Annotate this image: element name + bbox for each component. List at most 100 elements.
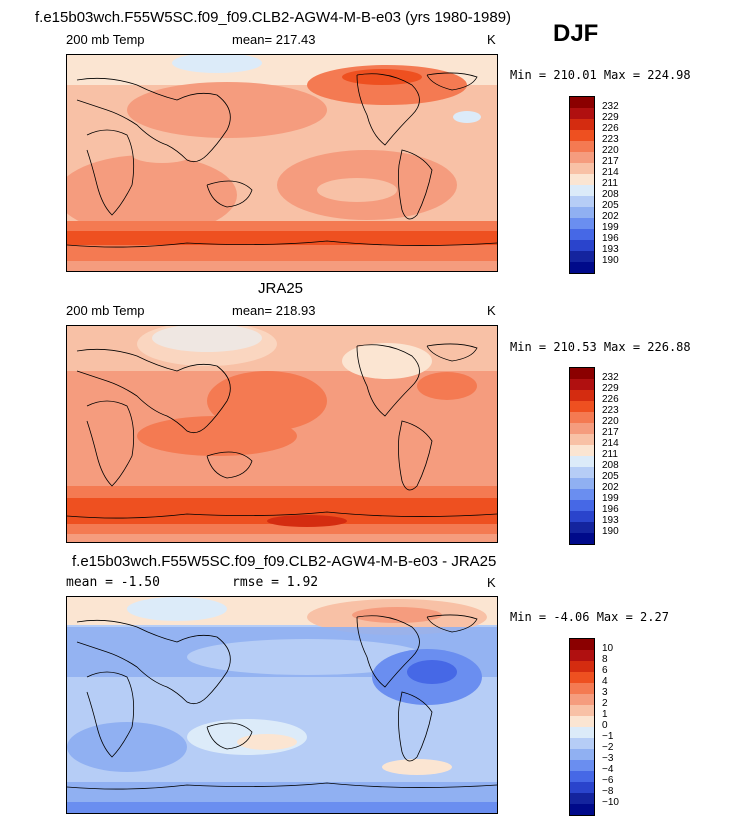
panel-1-colorbar-label: 232 (602, 101, 619, 112)
panel-2-colorbar-swatch (570, 511, 594, 522)
panel-3-rmse-label: rmse = 1.92 (232, 575, 319, 590)
panel-2-colorbar-swatch (570, 401, 594, 412)
panel-1-colorbar-swatch (570, 174, 594, 185)
panel-3-colorbar-swatch (570, 782, 594, 793)
panel-1-colorbar-swatch (570, 119, 594, 130)
panel-3-colorbar-label: −1 (602, 731, 614, 742)
panel-3-colorbar-label: 0 (602, 720, 608, 731)
panel-3-colorbar-label: −6 (602, 775, 614, 786)
panel-3-colorbar-swatch (570, 683, 594, 694)
panel-2-colorbar-label: 232 (602, 372, 619, 383)
panel-2-colorbar-label: 217 (602, 427, 619, 438)
panel-1-colorbar-swatch (570, 108, 594, 119)
panel-2-colorbar-label: 205 (602, 471, 619, 482)
panel-3-colorbar-label: 6 (602, 665, 608, 676)
panel-3-colorbar-label: −4 (602, 764, 614, 775)
season-label: DJF (553, 20, 599, 47)
panel-2-colorbar-label: 202 (602, 482, 619, 493)
panel-3-colorbar-swatch (570, 749, 594, 760)
panel-3-colorbar-label: 10 (602, 643, 614, 654)
panel-2-colorbar-swatch (570, 434, 594, 445)
panel-1-colorbar-swatch (570, 152, 594, 163)
panel-2-colorbar-label: 196 (602, 504, 619, 515)
panel-3-colorbar-label: 1 (602, 709, 608, 720)
panel-2-colorbar-label: 190 (602, 526, 619, 537)
panel-3-field-warm-spot (237, 734, 297, 750)
panel-3-colorbar-swatch (570, 672, 594, 683)
panel-1-colorbar-swatch (570, 229, 594, 240)
panel-2-field-arctic (67, 326, 497, 371)
panel-3-colorbar-swatch (570, 804, 594, 815)
panel-1-colorbar-label: 217 (602, 156, 619, 167)
panel-2-colorbar-swatch (570, 533, 594, 544)
panel-1-colorbar-swatch (570, 251, 594, 262)
panel-3-colorbar-label: 4 (602, 676, 608, 687)
panel-3-colorbar-swatch (570, 760, 594, 771)
panel-3-colorbar-label: 3 (602, 687, 608, 698)
panel-2-coastlines (67, 343, 497, 519)
panel-2-colorbar-swatch (570, 412, 594, 423)
panel-2-colorbar-swatch (570, 522, 594, 533)
panel-1-coastlines (67, 72, 497, 248)
panel-1-title: f.e15b03wch.F55W5SC.f09_f09.CLB2-AGW4-M-… (35, 9, 512, 26)
panel-3-colorbar-swatch (570, 694, 594, 705)
panel-3-colorbar-label: −3 (602, 753, 614, 764)
panel-1-colorbar-swatch (570, 240, 594, 251)
panel-1-colorbar-label: 220 (602, 145, 619, 156)
panel-1-colorbar-swatch (570, 185, 594, 196)
panel-1-colorbar-swatch (570, 218, 594, 229)
panel-2-colorbar-label: 226 (602, 394, 619, 405)
panel-3-colorbar-swatch (570, 716, 594, 727)
panel-1-field-cold-spot (172, 55, 262, 73)
panel-3-colorbar-swatch (570, 793, 594, 804)
panel-1-colorbar-label: 199 (602, 222, 619, 233)
panel-2-colorbar-swatch (570, 390, 594, 401)
panel-1-colorbar-swatch (570, 196, 594, 207)
panel-2-colorbar-swatch (570, 368, 594, 379)
panel-1-colorbar-label: 223 (602, 134, 619, 145)
panel-1-colorbar-label: 229 (602, 112, 619, 123)
panel-2-colorbar-swatch (570, 467, 594, 478)
panel-2-colorbar-swatch (570, 379, 594, 390)
panel-1-colorbar-label: 193 (602, 244, 619, 255)
panel-3-coastlines (67, 614, 497, 790)
panel-3-colorbar-label: −10 (602, 797, 619, 808)
panel-2-mean-label: mean= 218.93 (232, 303, 316, 318)
panel-2-title: JRA25 (258, 280, 304, 297)
panel-3-colorbar-swatch (570, 727, 594, 738)
panel-2-colorbar-swatch (570, 489, 594, 500)
panel-2-colorbar-label: 229 (602, 383, 619, 394)
panel-1-variable-label: 200 mb Temp (66, 32, 145, 47)
panel-3-colorbar (569, 638, 595, 816)
panel-3-colorbar-swatch (570, 650, 594, 661)
panel-3-map (66, 596, 498, 814)
panel-1-units-label: K (487, 32, 496, 47)
panel-1-map (66, 54, 498, 272)
panel-1-colorbar-label: 214 (602, 167, 619, 178)
panel-2-minmax: Min = 210.53 Max = 226.88 (510, 340, 691, 354)
panel-3-mean-label: mean = -1.50 (66, 575, 160, 590)
panel-2-colorbar-swatch (570, 456, 594, 467)
panel-2-colorbar-label: 199 (602, 493, 619, 504)
panel-1-field-warm-core (342, 69, 422, 85)
panel-2-colorbar-label: 208 (602, 460, 619, 471)
panel-3-colorbar-swatch (570, 639, 594, 650)
panel-1-mean-label: mean= 217.43 (232, 32, 316, 47)
panel-2-colorbar-label: 214 (602, 438, 619, 449)
panel-1-colorbar-label: 202 (602, 211, 619, 222)
panel-3-units-label: K (487, 575, 496, 590)
panel-1-colorbar-swatch (570, 207, 594, 218)
panel-2-field-warm-pool (207, 371, 327, 431)
panel-3-colorbar-swatch (570, 661, 594, 672)
panel-3-colorbar-swatch (570, 738, 594, 749)
panel-2-colorbar-label: 211 (602, 449, 618, 460)
panel-3-colorbar-label: −2 (602, 742, 614, 753)
panel-3-colorbar-label: 8 (602, 654, 608, 665)
panel-3-colorbar-swatch (570, 705, 594, 716)
panel-1-colorbar-label: 196 (602, 233, 619, 244)
panel-2-colorbar-swatch (570, 423, 594, 434)
panel-2-colorbar-label: 223 (602, 405, 619, 416)
panel-3-colorbar-label: −8 (602, 786, 614, 797)
panel-1-colorbar-swatch (570, 141, 594, 152)
panel-1-colorbar-swatch (570, 97, 594, 108)
